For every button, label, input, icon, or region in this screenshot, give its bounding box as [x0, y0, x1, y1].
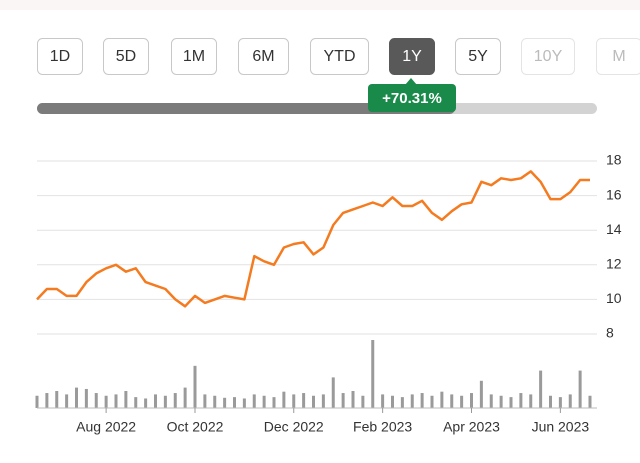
volume-bar: [391, 395, 394, 408]
volume-bar: [361, 395, 365, 408]
range-button-label[interactable]: M: [612, 48, 625, 65]
volume-bar: [519, 393, 523, 408]
volume-bar: [193, 365, 197, 408]
range-button-label[interactable]: 1M: [183, 48, 205, 65]
range-button-label[interactable]: 5D: [116, 48, 136, 65]
volume-bar: [371, 340, 375, 408]
volume-bar: [173, 393, 177, 408]
volume-bar: [124, 391, 128, 408]
change-text: +70.31%: [382, 90, 442, 107]
volume-bar: [460, 395, 464, 408]
y-tick-label: 8: [606, 325, 614, 341]
volume-bar: [163, 395, 167, 408]
x-tick-label: Aug 2022: [76, 419, 136, 435]
volume-bar: [272, 397, 276, 408]
x-tick-label: Oct 2022: [167, 419, 224, 435]
price-line: [36, 170, 590, 308]
volume-bar: [440, 391, 444, 408]
volume-bar: [479, 380, 483, 408]
volume-bar: [154, 394, 157, 408]
volume-bar: [252, 394, 256, 408]
range-button-label[interactable]: 10Y: [534, 48, 563, 65]
y-tick-label: 12: [606, 256, 622, 272]
volume-bar: [84, 388, 88, 408]
volume-bar: [233, 397, 236, 408]
volume-bar: [321, 394, 325, 408]
volume-bar: [450, 394, 454, 408]
volume-bar: [400, 397, 404, 408]
volume-bar: [381, 394, 385, 408]
volume-bar: [509, 397, 513, 408]
y-tick-label: 18: [606, 152, 622, 168]
volume-bar: [558, 397, 562, 408]
volume-bar: [312, 395, 315, 408]
volume-bar: [351, 391, 355, 408]
volume-bar: [242, 398, 246, 408]
volume-bar: [65, 394, 69, 408]
y-tick-label: 14: [606, 221, 622, 237]
change-badge: [368, 84, 456, 112]
volume-bar: [55, 391, 59, 408]
volume-bar: [223, 397, 227, 408]
volume-bar: [302, 393, 306, 408]
y-tick-label: 10: [606, 290, 622, 306]
badge-arrow: [405, 78, 417, 85]
volume-bar: [539, 370, 543, 408]
range-button-label[interactable]: 5Y: [468, 48, 488, 65]
volume-bar: [549, 395, 552, 408]
range-button-label[interactable]: 1Y: [402, 48, 422, 65]
volume-bar: [104, 395, 108, 408]
volume-bar: [588, 395, 592, 408]
range-button-label[interactable]: 1D: [50, 48, 70, 65]
volume-bar: [203, 394, 207, 408]
volume-bar: [282, 391, 286, 408]
volume-bar: [134, 397, 138, 408]
volume-bar: [420, 393, 424, 408]
y-tick-label: 16: [606, 186, 622, 202]
range-fill: [37, 103, 455, 114]
volume-bar: [470, 393, 473, 408]
range-button[interactable]: [238, 38, 289, 75]
volume-bar: [292, 394, 296, 408]
volume-bar: [144, 398, 148, 408]
x-tick-label: Dec 2022: [264, 419, 324, 435]
range-button[interactable]: [103, 38, 149, 75]
x-tick-label: Apr 2023: [443, 419, 500, 435]
range-button[interactable]: [521, 38, 575, 75]
volume-bar: [578, 370, 582, 408]
volume-bar: [75, 387, 78, 408]
volume-bar: [568, 394, 572, 408]
volume-bar: [529, 394, 533, 408]
volume-bar: [430, 395, 434, 408]
volume-bar: [489, 394, 493, 408]
volume-bar: [114, 394, 118, 408]
volume-bar: [94, 393, 98, 408]
range-button[interactable]: [389, 38, 435, 75]
range-button[interactable]: [455, 38, 501, 75]
range-button[interactable]: [596, 38, 640, 75]
range-button-label[interactable]: 6M: [252, 48, 274, 65]
volume-bar: [410, 394, 414, 408]
volume-bar: [213, 395, 217, 408]
x-tick-label: Feb 2023: [353, 419, 412, 435]
range-button[interactable]: [310, 38, 369, 75]
x-tick-label: Jun 2023: [532, 419, 590, 435]
volume-bar: [331, 377, 335, 408]
volume-bar: [183, 387, 187, 408]
volume-bar: [262, 395, 266, 408]
volume-bar: [45, 393, 49, 408]
volume-bar: [35, 395, 39, 408]
volume-bar: [499, 395, 503, 408]
volume-bar: [341, 393, 345, 408]
range-button[interactable]: [171, 38, 217, 75]
top-strip: [0, 0, 640, 10]
range-button[interactable]: [37, 38, 83, 75]
range-button-label[interactable]: YTD: [324, 48, 356, 65]
